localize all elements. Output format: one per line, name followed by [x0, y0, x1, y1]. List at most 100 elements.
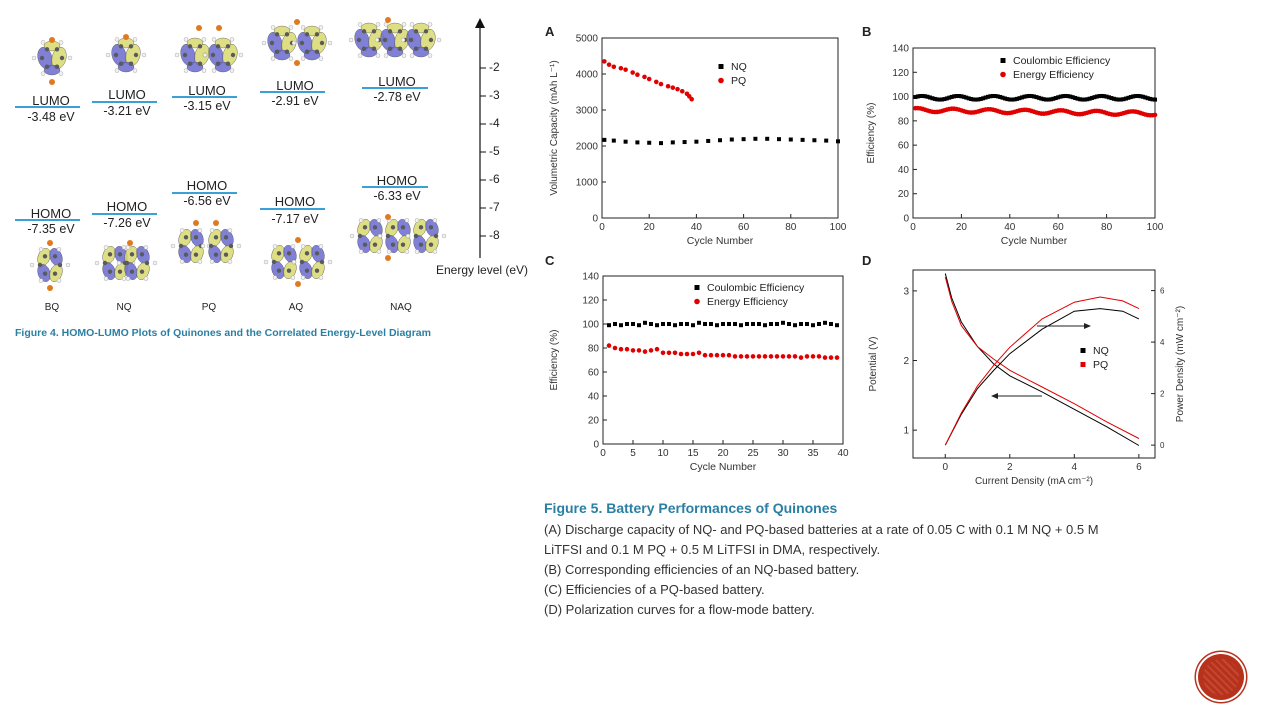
- data-point-coulombic-efficiency: [983, 95, 988, 100]
- energy-tick: -3: [489, 88, 500, 102]
- lumo-energy-naq: -2.78 eV: [373, 90, 421, 104]
- oxygen-atom: [294, 19, 300, 25]
- atom: [42, 254, 48, 259]
- data-point-energy-efficiency: [642, 349, 648, 354]
- hydrogen-atom: [38, 247, 44, 252]
- data-point-energy-efficiency: [702, 352, 708, 358]
- hydrogen-atom: [152, 260, 158, 266]
- atom: [225, 61, 231, 66]
- data-point-coulombic-efficiency: [805, 322, 809, 326]
- caption-line: (B) Corresponding efficiencies of an NQ-…: [544, 562, 860, 577]
- atom: [129, 252, 135, 257]
- homo-energy-aq: -7.17 eV: [271, 212, 319, 226]
- data-point-coulombic-efficiency: [1109, 96, 1114, 101]
- data-point-coulombic-efficiency: [1024, 94, 1029, 99]
- badge-pattern: [1203, 659, 1239, 695]
- data-point-coulombic-efficiency: [1090, 95, 1095, 100]
- hydrogen-atom: [404, 218, 410, 223]
- data-point-nq: [602, 137, 607, 142]
- x-axis-label: Current Density (mA cm⁻²): [975, 476, 1093, 487]
- atom: [361, 46, 367, 51]
- arrow-right-icon-head: [1084, 323, 1091, 329]
- hydrogen-atom: [179, 259, 185, 264]
- data-point-coulombic-efficiency: [940, 97, 945, 102]
- data-point-nq: [788, 137, 793, 142]
- x-tick-label: 40: [1004, 222, 1016, 233]
- plot-frame: [912, 47, 1156, 219]
- data-point-coulombic-efficiency: [1039, 96, 1044, 101]
- atom: [113, 52, 119, 58]
- hydrogen-atom: [358, 218, 364, 223]
- chart-b-efficiency: 0 20 40 60 80 100 0 20 40 60 80 100 120 140 Cycle Numb…: [866, 44, 1164, 248]
- molecule-name-bq: BQ: [44, 302, 60, 313]
- oxygen-atom: [385, 17, 391, 23]
- data-point-coulombic-efficiency: [637, 323, 641, 328]
- data-point-coulombic-efficiency: [685, 322, 689, 326]
- x-tick-label: 30: [777, 448, 789, 459]
- data-point-energy-efficiency: [786, 354, 792, 359]
- atom: [304, 49, 310, 54]
- atom: [314, 268, 320, 273]
- data-point-coulombic-efficiency: [1005, 97, 1010, 102]
- atom: [428, 37, 434, 43]
- hydrogen-atom: [132, 37, 138, 42]
- data-point-coulombic-efficiency: [1126, 95, 1131, 100]
- energy-axis-label: Energy level (eV): [436, 263, 529, 277]
- data-point-coulombic-efficiency: [1046, 97, 1051, 102]
- x-tick-label: 10: [657, 448, 669, 459]
- data-point-energy-efficiency: [828, 355, 834, 360]
- legend-label: Energy Efficiency: [707, 296, 789, 308]
- atom: [362, 225, 368, 230]
- data-point-coulombic-efficiency: [949, 94, 954, 99]
- data-point-nq: [753, 136, 758, 141]
- hydrogen-atom: [132, 68, 138, 73]
- data-point-coulombic-efficiency: [918, 94, 923, 99]
- data-point-energy-efficiency: [834, 355, 840, 360]
- lumo-label-naq: LUMO: [378, 74, 416, 89]
- atom: [372, 225, 378, 230]
- data-point-energy-efficiency: [696, 350, 702, 356]
- x-tick-label: 0: [599, 222, 605, 233]
- hydrogen-atom: [65, 262, 71, 268]
- energy-axis-arrow-icon: [475, 18, 485, 28]
- data-point-coulombic-efficiency: [986, 94, 991, 99]
- data-point-coulombic-efficiency: [944, 96, 949, 101]
- atom: [423, 46, 429, 51]
- lumo-energy-aq: -2.91 eV: [271, 94, 319, 108]
- data-point-coulombic-efficiency: [733, 322, 737, 326]
- data-point-coulombic-efficiency: [1145, 96, 1150, 101]
- y-tick-label: 140: [892, 44, 909, 55]
- hydrogen-atom: [227, 259, 233, 264]
- hydrogen-atom: [197, 228, 203, 233]
- data-point-energy-efficiency: [714, 352, 720, 358]
- atom: [397, 29, 403, 34]
- atom: [269, 40, 275, 46]
- caption-line: (C) Efficiencies of a PQ-based battery.: [544, 582, 765, 597]
- data-point-coulombic-efficiency: [1002, 96, 1007, 101]
- hydrogen-atom: [400, 37, 406, 43]
- data-point-coulombic-efficiency: [1036, 95, 1041, 100]
- data-point-coulombic-efficiency: [625, 322, 629, 326]
- molecule-name-naq: NAQ: [390, 302, 412, 313]
- hydrogen-atom: [318, 275, 324, 280]
- data-point-pq: [611, 64, 617, 70]
- legend-marker: [1000, 58, 1006, 63]
- data-point-coulombic-efficiency: [1080, 97, 1085, 102]
- hydrogen-atom: [125, 245, 131, 250]
- data-point-coulombic-efficiency: [811, 323, 815, 328]
- homo-energy-pq: -6.56 eV: [183, 194, 231, 208]
- hydrogen-atom: [376, 218, 382, 223]
- atom: [319, 259, 325, 265]
- data-point-energy-efficiency: [672, 350, 678, 356]
- atom: [215, 44, 221, 49]
- hydrogen-atom: [170, 243, 176, 249]
- y-tick-label: 80: [898, 116, 910, 127]
- oxygen-atom: [295, 237, 301, 243]
- x-tick-label: 20: [717, 448, 729, 459]
- hydrogen-atom: [290, 275, 296, 280]
- oxygen-atom: [216, 25, 222, 31]
- data-point-coulombic-efficiency: [1111, 96, 1116, 101]
- data-point-energy-efficiency: [744, 354, 750, 359]
- hydrogen-atom: [300, 56, 306, 61]
